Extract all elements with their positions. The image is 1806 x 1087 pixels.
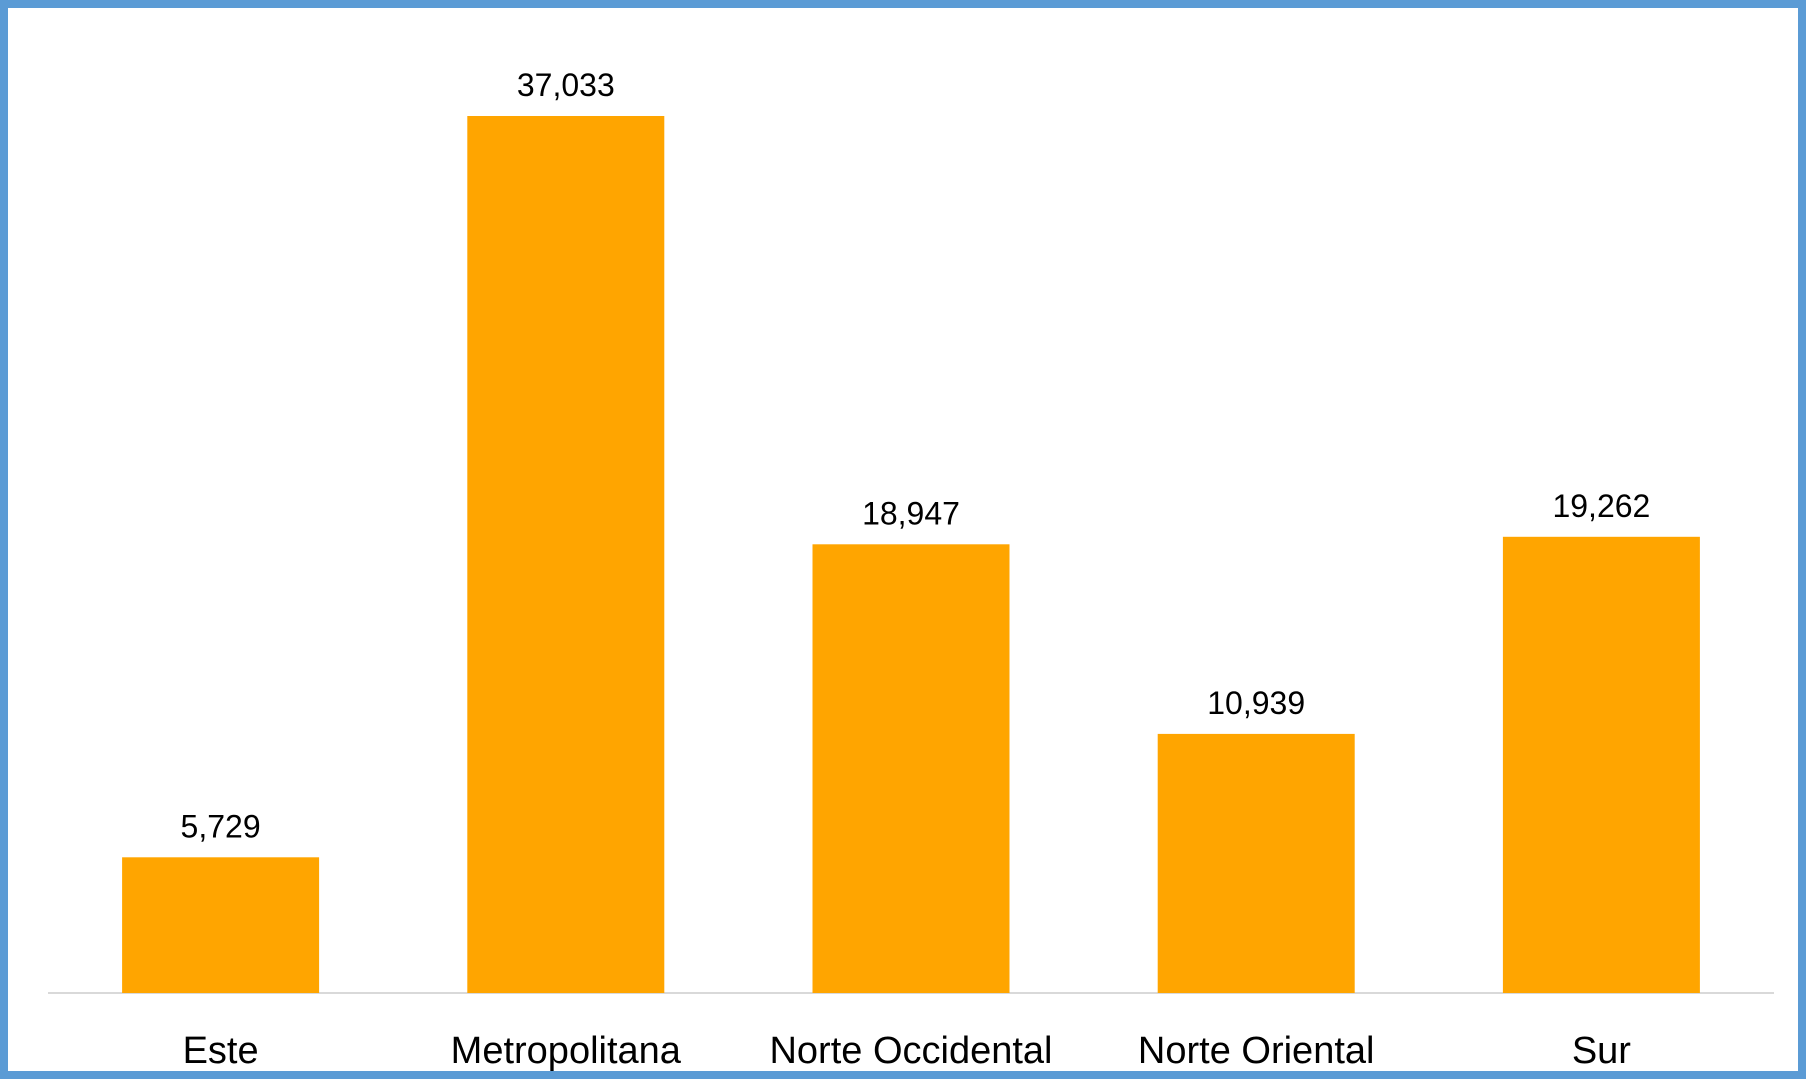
category-label: Este [183, 1030, 259, 1072]
data-label: 19,262 [1552, 488, 1650, 524]
data-label: 10,939 [1207, 685, 1305, 721]
bars-group [122, 116, 1700, 993]
data-label: 37,033 [517, 67, 615, 103]
data-labels-group: 5,729 37,033 18,947 10,939 19,262 [181, 67, 1651, 844]
bar-metropolitana [467, 116, 665, 993]
category-label: Norte Occidental [769, 1030, 1052, 1072]
bar-chart: 5,729 37,033 18,947 10,939 19,262 Este Metrop… [48, 67, 1774, 1072]
data-label: 5,729 [181, 808, 261, 844]
category-label: Norte Oriental [1138, 1030, 1375, 1072]
category-label: Sur [1572, 1030, 1631, 1072]
bar-norte-oriental [1157, 733, 1355, 993]
data-label: 18,947 [862, 495, 960, 531]
category-label: Metropolitana [451, 1030, 682, 1072]
bar-sur [1502, 536, 1700, 993]
bar-norte-occidental [812, 544, 1010, 993]
category-labels-group: Este Metropolitana Norte Occidental Norte O… [183, 1030, 1632, 1072]
bar-este [122, 857, 320, 993]
